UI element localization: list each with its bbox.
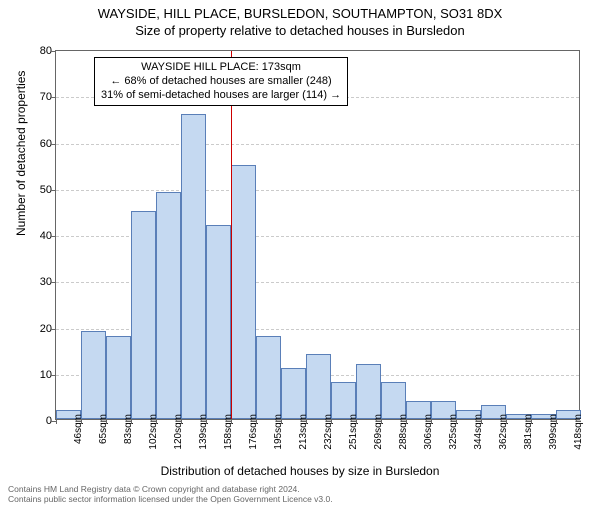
y-tick-mark [51,282,56,283]
y-tick-label: 20 [26,323,52,335]
histogram-bar [81,331,106,419]
y-tick-label: 50 [26,184,52,196]
histogram-bar [231,165,256,419]
y-tick-mark [51,51,56,52]
x-tick-mark [106,419,107,424]
histogram-bar [281,368,306,419]
y-tick-label: 60 [26,138,52,150]
x-tick-mark [206,419,207,424]
y-tick-mark [51,190,56,191]
x-tick-label: 418sqm [573,414,584,450]
x-tick-mark [231,419,232,424]
chart-title-sub: Size of property relative to detached ho… [0,23,600,38]
x-tick-mark [481,419,482,424]
x-tick-mark [181,419,182,424]
x-tick-mark [356,419,357,424]
y-tick-mark [51,375,56,376]
gridline [56,190,579,191]
footer-line-2: Contains public sector information licen… [8,494,333,504]
x-tick-mark [556,419,557,424]
histogram-bar [131,211,156,419]
y-tick-label: 10 [26,369,52,381]
y-tick-label: 70 [26,91,52,103]
x-tick-mark [431,419,432,424]
x-tick-mark [81,419,82,424]
x-tick-mark [406,419,407,424]
annotation-box: WAYSIDE HILL PLACE: 173sqm← 68% of detac… [94,57,348,106]
y-tick-label: 80 [26,45,52,57]
y-tick-mark [51,329,56,330]
y-tick-mark [51,236,56,237]
histogram-bar [256,336,281,419]
annotation-line-2: ← 68% of detached houses are smaller (24… [101,75,341,89]
y-tick-label: 30 [26,276,52,288]
x-tick-mark [531,419,532,424]
chart-plot-area: 0102030405060708046sqm65sqm83sqm102sqm12… [55,50,580,420]
gridline [56,144,579,145]
x-axis-label: Distribution of detached houses by size … [0,464,600,478]
x-tick-mark [131,419,132,424]
y-tick-label: 0 [26,415,52,427]
x-tick-mark [256,419,257,424]
x-tick-mark [56,419,57,424]
x-tick-mark [331,419,332,424]
footer-attribution: Contains HM Land Registry data © Crown c… [8,484,333,504]
histogram-bar [356,364,381,420]
x-tick-mark [306,419,307,424]
annotation-line-1: WAYSIDE HILL PLACE: 173sqm [101,61,341,75]
histogram-bar [181,114,206,419]
histogram-bar [206,225,231,419]
histogram-bar [106,336,131,419]
histogram-bar [156,192,181,419]
footer-line-1: Contains HM Land Registry data © Crown c… [8,484,333,494]
x-tick-mark [381,419,382,424]
x-tick-mark [456,419,457,424]
y-tick-label: 40 [26,230,52,242]
chart-title-main: WAYSIDE, HILL PLACE, BURSLEDON, SOUTHAMP… [0,6,600,21]
x-tick-mark [506,419,507,424]
x-tick-mark [156,419,157,424]
y-tick-mark [51,144,56,145]
histogram-bar [306,354,331,419]
x-tick-mark [281,419,282,424]
annotation-line-3: 31% of semi-detached houses are larger (… [101,89,341,103]
y-tick-mark [51,97,56,98]
